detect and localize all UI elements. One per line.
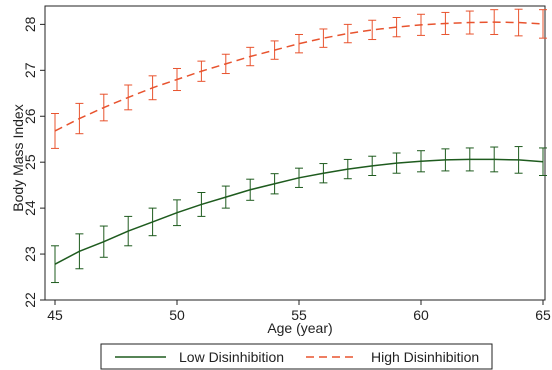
legend-label-low-disinhibition: Low Disinhibition [179, 349, 284, 365]
error-bar [539, 9, 547, 39]
x-tick-label-45: 45 [47, 307, 63, 323]
x-tick-label-55: 55 [291, 307, 307, 323]
legend-box [100, 343, 493, 370]
x-axis-label: Age (year) [267, 320, 332, 336]
error-bar [343, 23, 352, 44]
error-bar [319, 28, 328, 48]
y-tick-label-25: 25 [22, 154, 38, 170]
y-tick-label-22: 22 [22, 292, 38, 308]
y-axis: 22 23 24 25 26 27 28 [22, 16, 45, 308]
y-axis-label: Body Mass Index [10, 104, 26, 211]
series-high-disinhibition [51, 8, 547, 149]
error-bar [514, 8, 523, 37]
series-low-disinhibition [51, 146, 547, 284]
y-tick-label-26: 26 [22, 108, 38, 124]
y-tick-label-24: 24 [22, 200, 38, 216]
error-bar [368, 19, 377, 41]
x-tick-label-65: 65 [535, 307, 551, 323]
y-tick-label-27: 27 [22, 62, 38, 78]
series-layer [51, 8, 547, 284]
x-axis: 45 50 55 60 65 [47, 300, 551, 323]
plot-border [44, 5, 546, 301]
y-tick-label-23: 23 [22, 246, 38, 262]
legend-label-high-disinhibition: High Disinhibition [371, 349, 479, 365]
y-tick-label-28: 28 [22, 16, 38, 32]
error-bar [295, 33, 303, 54]
x-tick-label-50: 50 [169, 307, 185, 323]
series-line [54, 158, 544, 265]
x-tick-label-60: 60 [413, 307, 429, 323]
plot-frame [44, 5, 546, 301]
legend: Low Disinhibition High Disinhibition [100, 343, 493, 370]
